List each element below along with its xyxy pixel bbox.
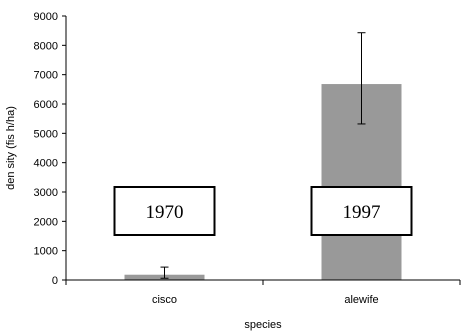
error-bars-layer <box>160 32 366 279</box>
y-tick-label: 9000 <box>34 11 58 23</box>
axes-layer <box>62 15 461 285</box>
bars-layer <box>124 84 402 280</box>
ticks-layer: cisco alewife 0 1000 2000 3000 4000 5000 6000 700… <box>34 11 379 306</box>
x-tick-label-cisco: cisco <box>152 294 177 306</box>
y-tick-label: 1000 <box>34 246 58 258</box>
annotations-layer: 1970 1997 <box>113 186 413 236</box>
y-tick-label: 6000 <box>34 99 58 111</box>
y-tick-label: 7000 <box>34 70 58 82</box>
x-tick-label-alewife: alewife <box>344 294 378 306</box>
y-axis-title: den sity (fis h/ha) <box>5 106 17 190</box>
x-axis-title: species <box>244 319 282 331</box>
y-tick-label: 8000 <box>34 40 58 52</box>
y-tick-label: 5000 <box>34 128 58 140</box>
y-tick-label: 4000 <box>34 158 58 170</box>
y-tick-label: 2000 <box>34 216 58 228</box>
annotation-box-cisco <box>113 186 216 236</box>
annotation-label-cisco: 1970 <box>146 202 184 223</box>
annotation-box-alewife <box>310 186 413 236</box>
y-tick-label: 3000 <box>34 187 58 199</box>
annotation-label-alewife: 1997 <box>343 202 381 223</box>
y-tick-label: 0 <box>52 275 58 287</box>
